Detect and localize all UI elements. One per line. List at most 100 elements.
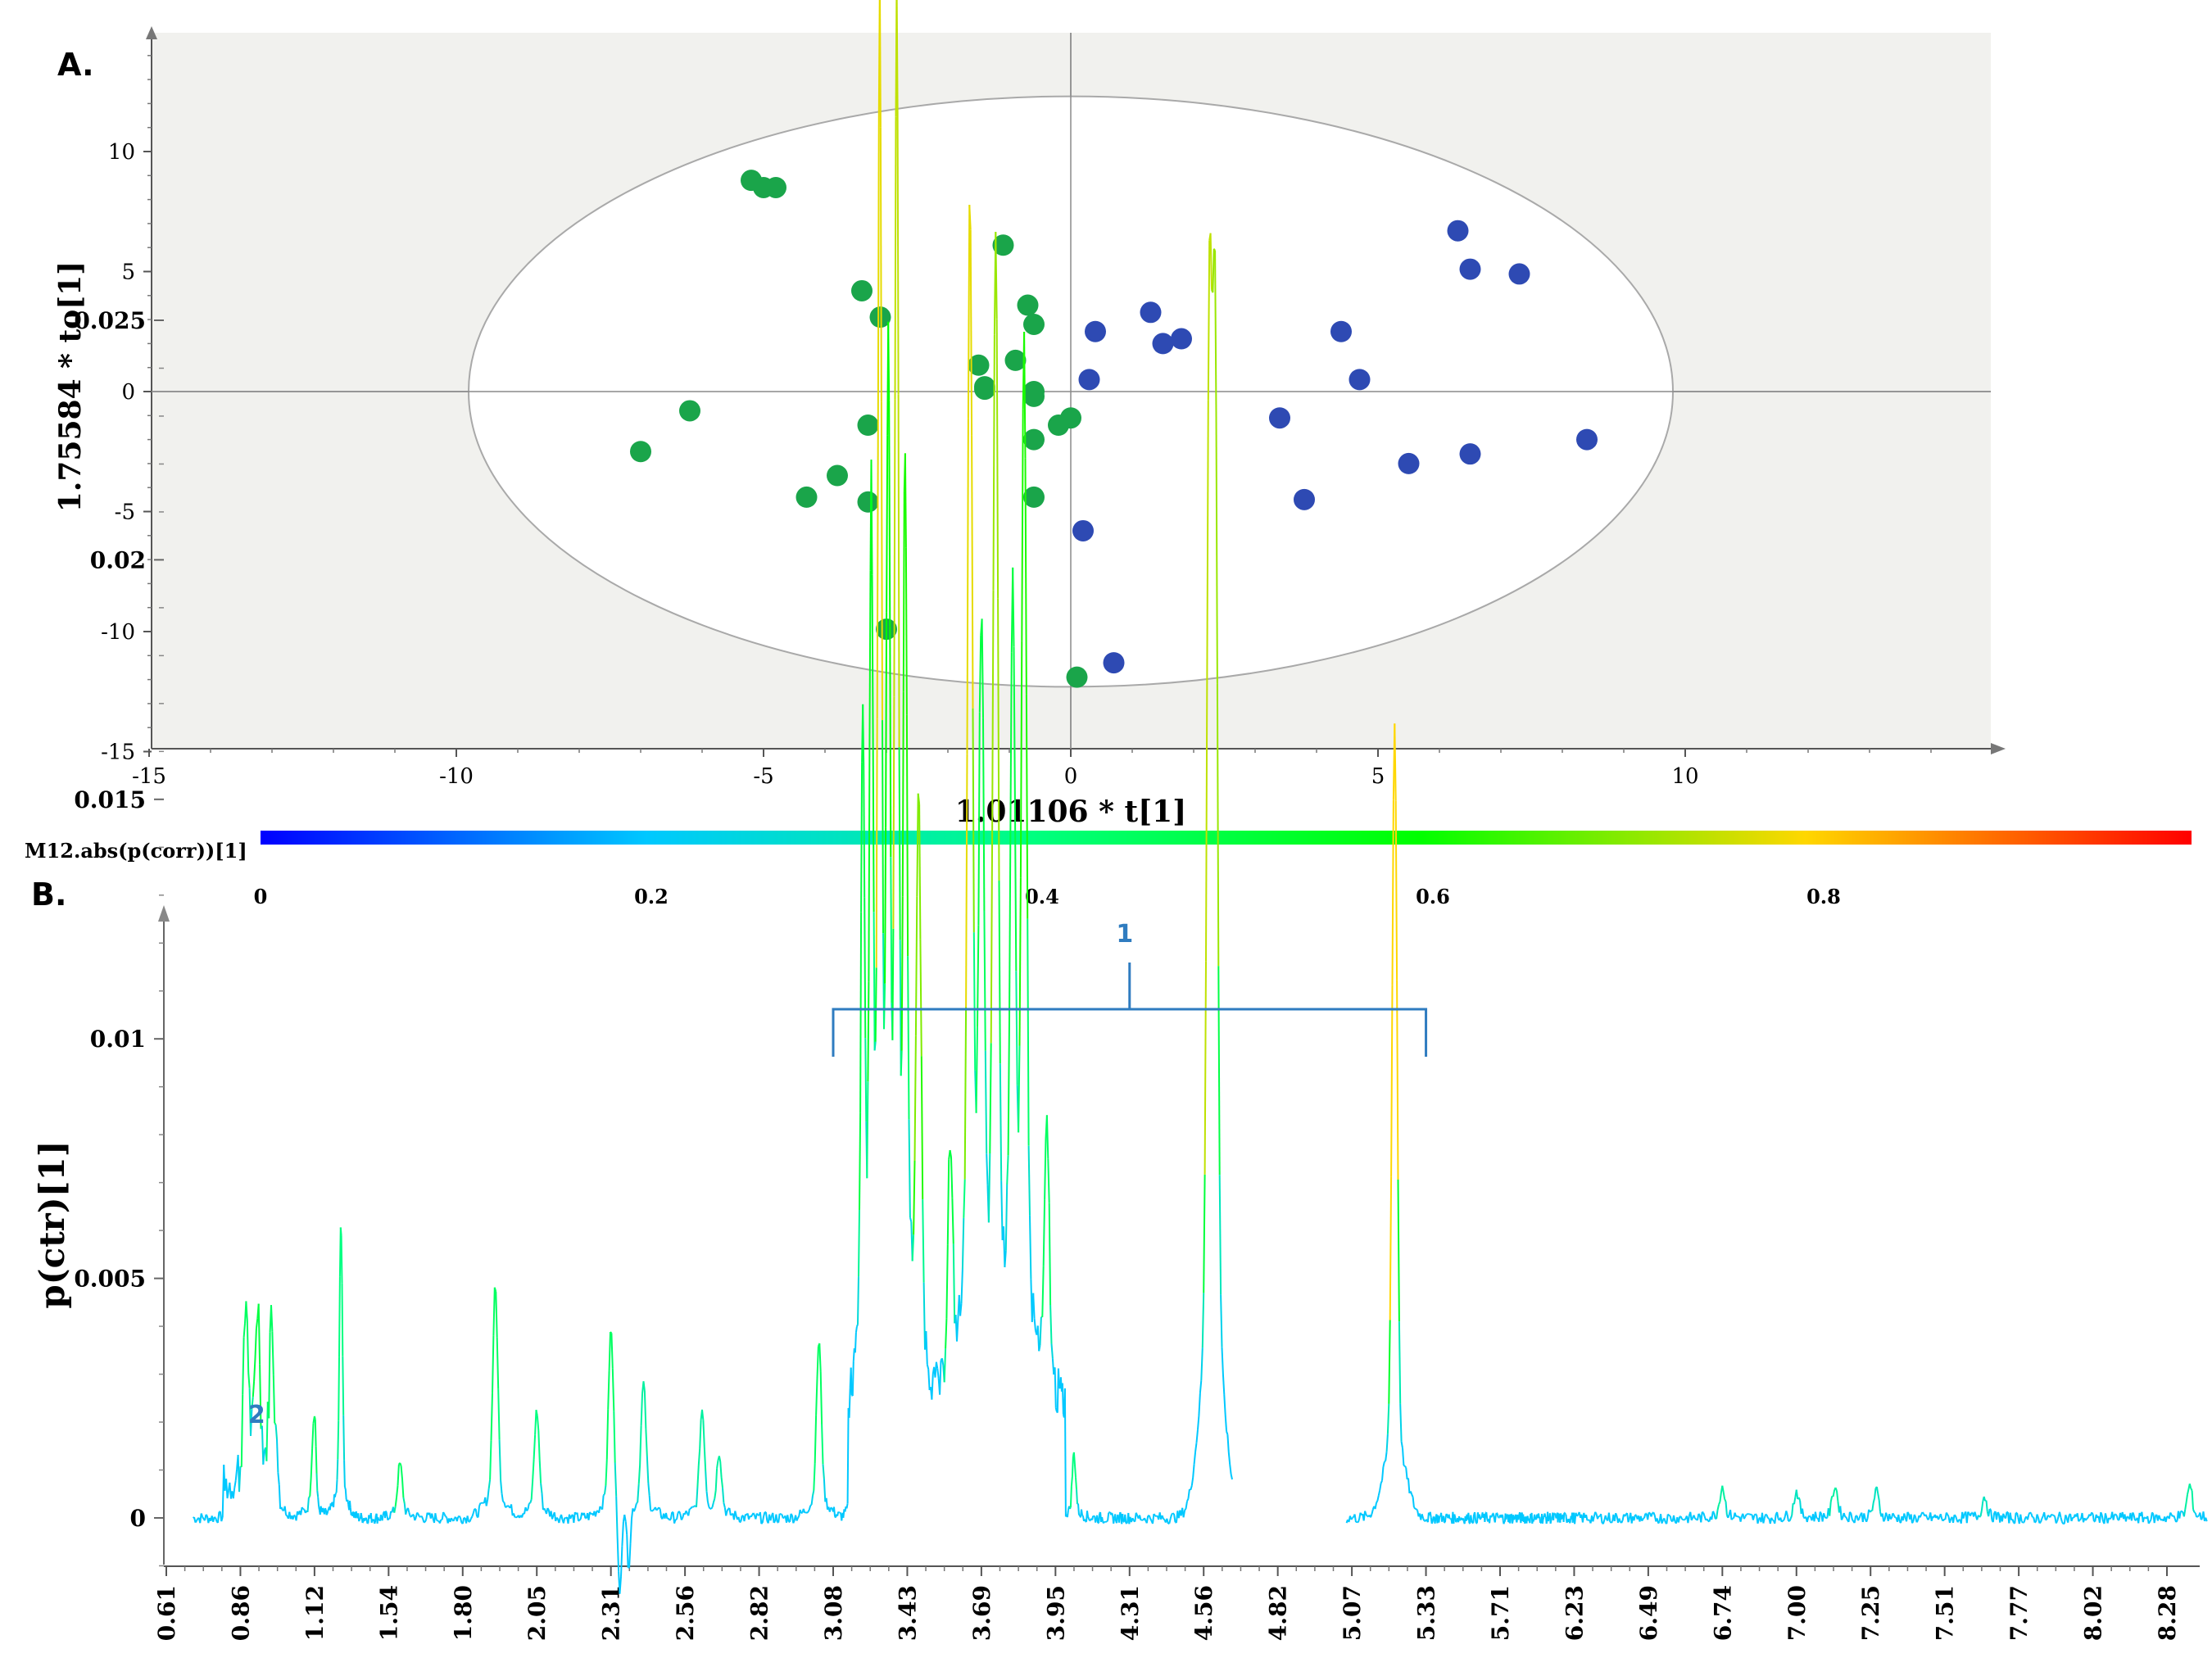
spectrum-segment (457, 1517, 458, 1521)
spectrum-segment (948, 1159, 949, 1244)
spectrum-segment (1694, 1515, 1695, 1519)
spectrum-y-tick-label: 0.015 (74, 786, 146, 813)
spectrum-segment (514, 1513, 515, 1517)
spectrum-x-tick-label: 4.56 (1190, 1585, 1217, 1641)
spectrum-segment (332, 1502, 333, 1505)
spectrum-segment (969, 205, 970, 229)
spectrum-y-label: p(ctr)[1] (32, 1140, 72, 1308)
score-point-green (679, 400, 700, 421)
score-point-blue (1104, 652, 1125, 673)
spectrum-segment (760, 1512, 761, 1524)
spectrum-segment (607, 1410, 608, 1460)
score-plot-y-label: 1.75584 * to[1] (53, 261, 88, 512)
spectrum-segment (387, 1512, 388, 1516)
spectrum-segment (622, 1522, 623, 1546)
spectrum-segment (1403, 1465, 1404, 1466)
spectrum-segment (751, 1515, 752, 1517)
spectrum-segment (478, 1506, 479, 1518)
spectrum-segment (1451, 1519, 1452, 1520)
spectrum-segment (1463, 1518, 1464, 1521)
spectrum-segment (1845, 1517, 1847, 1518)
spectrum-segment (345, 1487, 346, 1489)
spectrum-segment (1728, 1515, 1729, 1518)
spectrum-segment (311, 1449, 312, 1477)
spectrum-segment (325, 1508, 326, 1509)
spectrum-segment (321, 1506, 322, 1510)
spectrum-segment (2031, 1514, 2033, 1518)
spectrum-segment (1495, 1515, 1496, 1523)
spectrum-segment (824, 1479, 825, 1502)
spectrum-segment (1471, 1521, 1472, 1523)
spectrum-segment (1979, 1516, 1980, 1517)
spectrum-segment (1707, 1519, 1709, 1521)
spectrum-segment (1497, 1513, 1498, 1514)
spectrum-x-tick-label: 7.51 (1932, 1585, 1959, 1641)
spectrum-segment (1512, 1520, 1513, 1524)
spectrum-segment (801, 1513, 802, 1514)
spectrum-segment (1149, 1515, 1150, 1519)
score-point-green (796, 487, 818, 508)
spectrum-segment (1197, 1429, 1199, 1443)
spectrum-y-tick-label: 0.025 (74, 307, 146, 334)
spectrum-x-tick-label: 3.69 (968, 1585, 995, 1641)
spectrum-segment (328, 1509, 329, 1511)
spectrum-segment (940, 1361, 941, 1395)
spectrum-segment (876, 967, 877, 1042)
spectrum-segment (1777, 1512, 1778, 1519)
spectrum-segment (1698, 1514, 1699, 1515)
spectrum-segment (893, 696, 894, 929)
colorbar-tick-label: 0.8 (1806, 885, 1841, 908)
spectrum-segment (1611, 1521, 1612, 1523)
colorbar-gradient-bar (261, 831, 2192, 845)
spectrum-segment (635, 1504, 637, 1509)
spectrum-segment (897, 0, 898, 109)
spectrum-segment (999, 881, 1000, 1063)
score-point-blue (1085, 321, 1106, 342)
spectrum-segment (1097, 1515, 1098, 1523)
spectrum-segment (1701, 1512, 1702, 1523)
spectrum-segment (206, 1515, 207, 1516)
spectrum-segment (1393, 800, 1394, 985)
spectrum-segment (2198, 1515, 2199, 1516)
spectrum-segment (403, 1497, 404, 1503)
spectrum-segment (763, 1516, 764, 1523)
spectrum-segment (1473, 1515, 1474, 1524)
spectrum-segment (1388, 1404, 1389, 1434)
spectrum-segment (1406, 1468, 1407, 1479)
spectrum-segment (2039, 1522, 2041, 1523)
spectrum-segment (867, 1081, 868, 1178)
spectrum-y-tick-label: 0.02 (90, 546, 146, 573)
spectrum-x-tick-label: 5.33 (1413, 1585, 1440, 1641)
spectrum-segment (2185, 1502, 2186, 1510)
spectrum-segment (242, 1394, 243, 1467)
spectrum-segment (1763, 1518, 1764, 1523)
spectrum-segment (479, 1503, 481, 1506)
spectrum-segment (278, 1473, 279, 1485)
spectrum-segment (342, 1283, 343, 1356)
panel-b-label: B. (31, 877, 66, 913)
spectrum-segment (2087, 1518, 2088, 1519)
spectrum-segment (1670, 1516, 1671, 1521)
spectrum-y-axis-arrow (158, 905, 170, 922)
spectrum-segment (1414, 1507, 1415, 1509)
spectrum-segment (1642, 1519, 1643, 1521)
spectrum-segment (600, 1506, 601, 1508)
spectrum-segment (1187, 1499, 1188, 1502)
spectrum-segment (1218, 966, 1219, 1175)
spectrum-segment (1753, 1515, 1754, 1520)
spectrum-segment (1095, 1520, 1096, 1523)
spectrum-segment (1387, 1434, 1388, 1452)
spectrum-segment (942, 1358, 943, 1365)
spectrum-segment (966, 754, 967, 1008)
spectrum-segment (1029, 1146, 1030, 1216)
spectrum-segment (1224, 1395, 1225, 1416)
spectrum-segment (905, 453, 906, 547)
spectrum-segment (895, 117, 896, 400)
spectrum-segment (339, 1277, 340, 1357)
score-point-blue (1153, 333, 1174, 354)
spectrum-segment (1035, 1319, 1036, 1331)
spectrum-segment (1226, 1432, 1227, 1435)
spectrum-segment (1033, 1293, 1034, 1319)
spectrum-segment (780, 1514, 781, 1515)
spectrum-segment (1198, 1416, 1199, 1429)
